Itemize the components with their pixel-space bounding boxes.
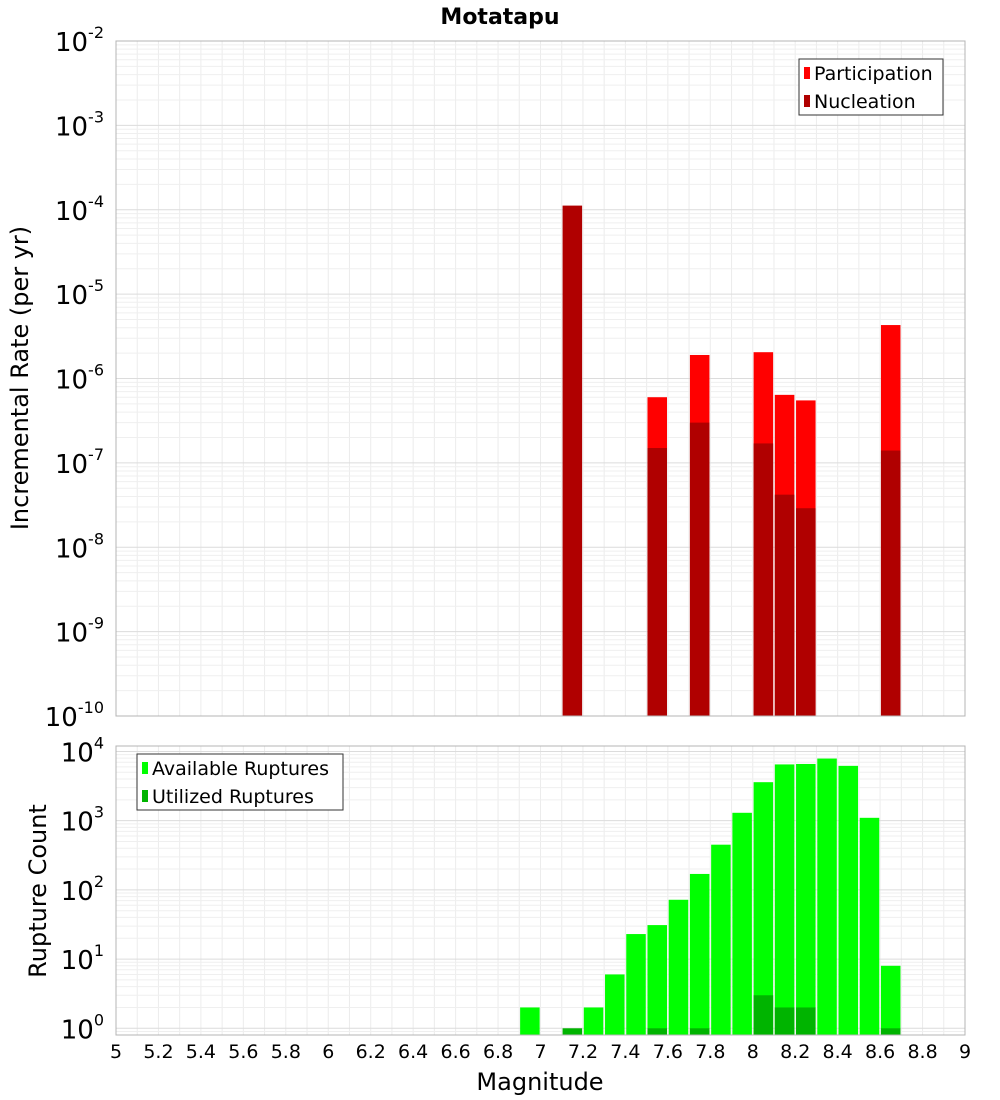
top-bar-nucleation: [753, 443, 774, 716]
x-tick-label: 5.4: [186, 1041, 216, 1063]
x-tick-label: 7.6: [653, 1041, 683, 1063]
x-tick-label: 5.6: [228, 1041, 258, 1063]
bottom-bar-utilized-ruptures: [753, 995, 774, 1035]
bottom-bar-utilized-ruptures: [562, 1028, 583, 1035]
top-bar-nucleation: [880, 450, 901, 716]
top-plot-frame: [115, 40, 966, 717]
top-plot-panel: 10-10 10-9 10-8 10-7 10-6 10-5 10-4 10-3 10-2 In…: [6, 23, 966, 733]
y-tick-label: 102: [61, 872, 104, 907]
x-tick-label: 6.4: [398, 1041, 428, 1063]
bottom-bar-available-ruptures: [796, 763, 816, 1035]
bottom-bar-utilized-ruptures: [880, 1028, 901, 1035]
y-tick-label: 10-5: [55, 276, 104, 311]
y-tick-label: 10-4: [55, 192, 104, 227]
x-tick-label: 8: [747, 1041, 759, 1063]
x-tick-labels: 5 5.2 5.4 5.6 5.8 6 6.2 6.4 6.6 6.8 7 7.2 7.4 7.6 7.8 8…: [110, 1041, 971, 1063]
y-tick-label: 10-9: [55, 614, 104, 649]
y-tick-label: 10-7: [55, 445, 104, 480]
x-tick-label: 6: [322, 1041, 334, 1063]
bottom-bar-available-ruptures: [520, 1007, 540, 1035]
bottom-legend-swatch: [142, 762, 148, 774]
top-legend-label: Nucleation: [814, 91, 916, 113]
bottom-legend-label: Available Ruptures: [152, 758, 329, 780]
y-tick-label: 10-2: [55, 23, 104, 58]
y-tick-label: 103: [61, 803, 104, 838]
bottom-bar-available-ruptures: [647, 925, 668, 1035]
x-tick-label: 5: [110, 1041, 122, 1063]
top-bar-nucleation: [796, 508, 816, 716]
bottom-bar-available-ruptures: [880, 965, 901, 1035]
bottom-bar-available-ruptures: [605, 974, 625, 1035]
x-tick-label: 8.4: [823, 1041, 853, 1063]
bottom-bar-utilized-ruptures: [647, 1028, 668, 1035]
bottom-bar-available-ruptures: [626, 934, 646, 1035]
bottom-bar-available-ruptures: [838, 765, 859, 1035]
bottom-bar-available-ruptures: [583, 1007, 604, 1035]
bottom-bar-available-ruptures: [711, 844, 731, 1035]
y-tick-label: 104: [61, 733, 104, 768]
top-legend-swatch: [804, 95, 810, 107]
bottom-bar-available-ruptures: [859, 817, 880, 1035]
bottom-bar-available-ruptures: [753, 782, 774, 1035]
bottom-bar-available-ruptures: [668, 899, 689, 1035]
bottom-bar-utilized-ruptures: [796, 1007, 816, 1035]
x-tick-label: 9: [959, 1041, 971, 1063]
chart-title: Motatapu: [440, 5, 559, 30]
x-tick-label: 5.8: [271, 1041, 301, 1063]
bottom-bar-available-ruptures: [774, 764, 795, 1035]
top-bar-nucleation: [689, 422, 710, 716]
bottom-legend: Available Ruptures Utilized Ruptures: [136, 753, 344, 811]
y-tick-label: 10-3: [55, 107, 104, 142]
bottom-plot-panel: 100 101 102 103 104 5 5.2 5.4 5.6 5.8 6 6.2 6.4 6.6 6…: [24, 733, 971, 1096]
x-tick-label: 7.8: [695, 1041, 725, 1063]
x-tick-label: 6.6: [440, 1041, 470, 1063]
bottom-y-tick-labels: 100 101 102 103 104: [61, 733, 104, 1045]
bottom-bar-utilized-ruptures: [689, 1028, 710, 1035]
y-tick-label: 101: [61, 941, 104, 976]
y-tick-label: 100: [61, 1010, 104, 1045]
x-tick-label: 6.8: [483, 1041, 513, 1063]
bottom-bars: [520, 758, 901, 1035]
bottom-y-axis-label: Rupture Count: [24, 804, 52, 978]
x-tick-label: 6.2: [356, 1041, 386, 1063]
y-tick-label: 10-10: [45, 698, 104, 733]
x-tick-label: 8.8: [907, 1041, 937, 1063]
x-tick-label: 8.2: [780, 1041, 810, 1063]
bottom-plot-frame: [115, 745, 966, 1036]
top-legend: Participation Nucleation: [798, 58, 944, 116]
top-bar-nucleation: [647, 448, 668, 716]
top-bars: [562, 205, 901, 716]
x-tick-label: 8.6: [865, 1041, 895, 1063]
bottom-bar-utilized-ruptures: [774, 1007, 795, 1035]
y-tick-label: 10-8: [55, 529, 104, 564]
y-tick-label: 10-6: [55, 361, 104, 396]
top-bar-nucleation: [774, 494, 795, 716]
bottom-bar-available-ruptures: [732, 812, 752, 1035]
bottom-legend-box: [136, 753, 344, 811]
x-tick-label: 7.4: [610, 1041, 640, 1063]
x-tick-label: 7: [534, 1041, 546, 1063]
x-tick-label: 7.2: [568, 1041, 598, 1063]
x-axis-label: Magnitude: [476, 1068, 603, 1096]
bottom-legend-label: Utilized Ruptures: [152, 786, 314, 808]
bottom-legend-swatch: [142, 790, 148, 802]
top-legend-label: Participation: [814, 63, 933, 85]
top-gridlines: [115, 40, 966, 717]
x-tick-label: 5.2: [143, 1041, 173, 1063]
bottom-bar-available-ruptures: [817, 758, 837, 1035]
top-bar-nucleation: [562, 205, 583, 716]
top-y-axis-label: Incremental Rate (per yr): [6, 226, 34, 530]
top-legend-box: [798, 58, 944, 116]
top-y-tick-labels: 10-10 10-9 10-8 10-7 10-6 10-5 10-4 10-3 10-2: [45, 23, 104, 733]
bottom-bar-available-ruptures: [689, 873, 710, 1035]
top-legend-swatch: [804, 67, 810, 79]
